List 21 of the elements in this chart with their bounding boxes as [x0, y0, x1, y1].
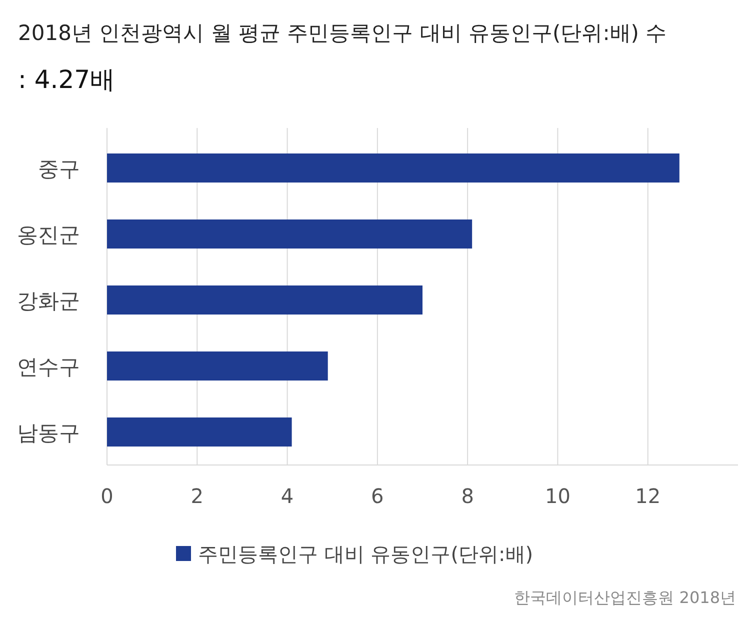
- x-tick-label: 12: [635, 484, 661, 508]
- legend-label: 주민등록인구 대비 유동인구(단위:배): [198, 542, 534, 566]
- y-tick-label: 중구: [38, 157, 80, 181]
- x-tick-label: 4: [280, 484, 294, 508]
- y-tick-label: 연수구: [17, 355, 80, 379]
- text: 한국데이터산업진흥원 2018년: [514, 588, 736, 607]
- y-tick-label: 옹진군: [17, 223, 80, 247]
- bar: [107, 219, 472, 249]
- bar: [107, 351, 328, 381]
- x-tick-label: 8: [461, 484, 474, 508]
- y-tick-label: 강화군: [17, 289, 80, 313]
- chart-subtitle: : 4.27배: [18, 65, 116, 94]
- x-tick-label: 2: [190, 484, 204, 508]
- bar: [107, 417, 292, 447]
- chart-title: 2018년 인천광역시 월 평균 주민등록인구 대비 유동인구(단위:배) 수: [18, 21, 667, 45]
- y-tick-label: 남동구: [17, 421, 80, 445]
- bar: [107, 153, 680, 183]
- x-tick-label: 6: [371, 484, 384, 508]
- x-tick-label: 0: [100, 484, 114, 508]
- x-tick-label: 10: [544, 484, 570, 508]
- bar: [107, 285, 422, 315]
